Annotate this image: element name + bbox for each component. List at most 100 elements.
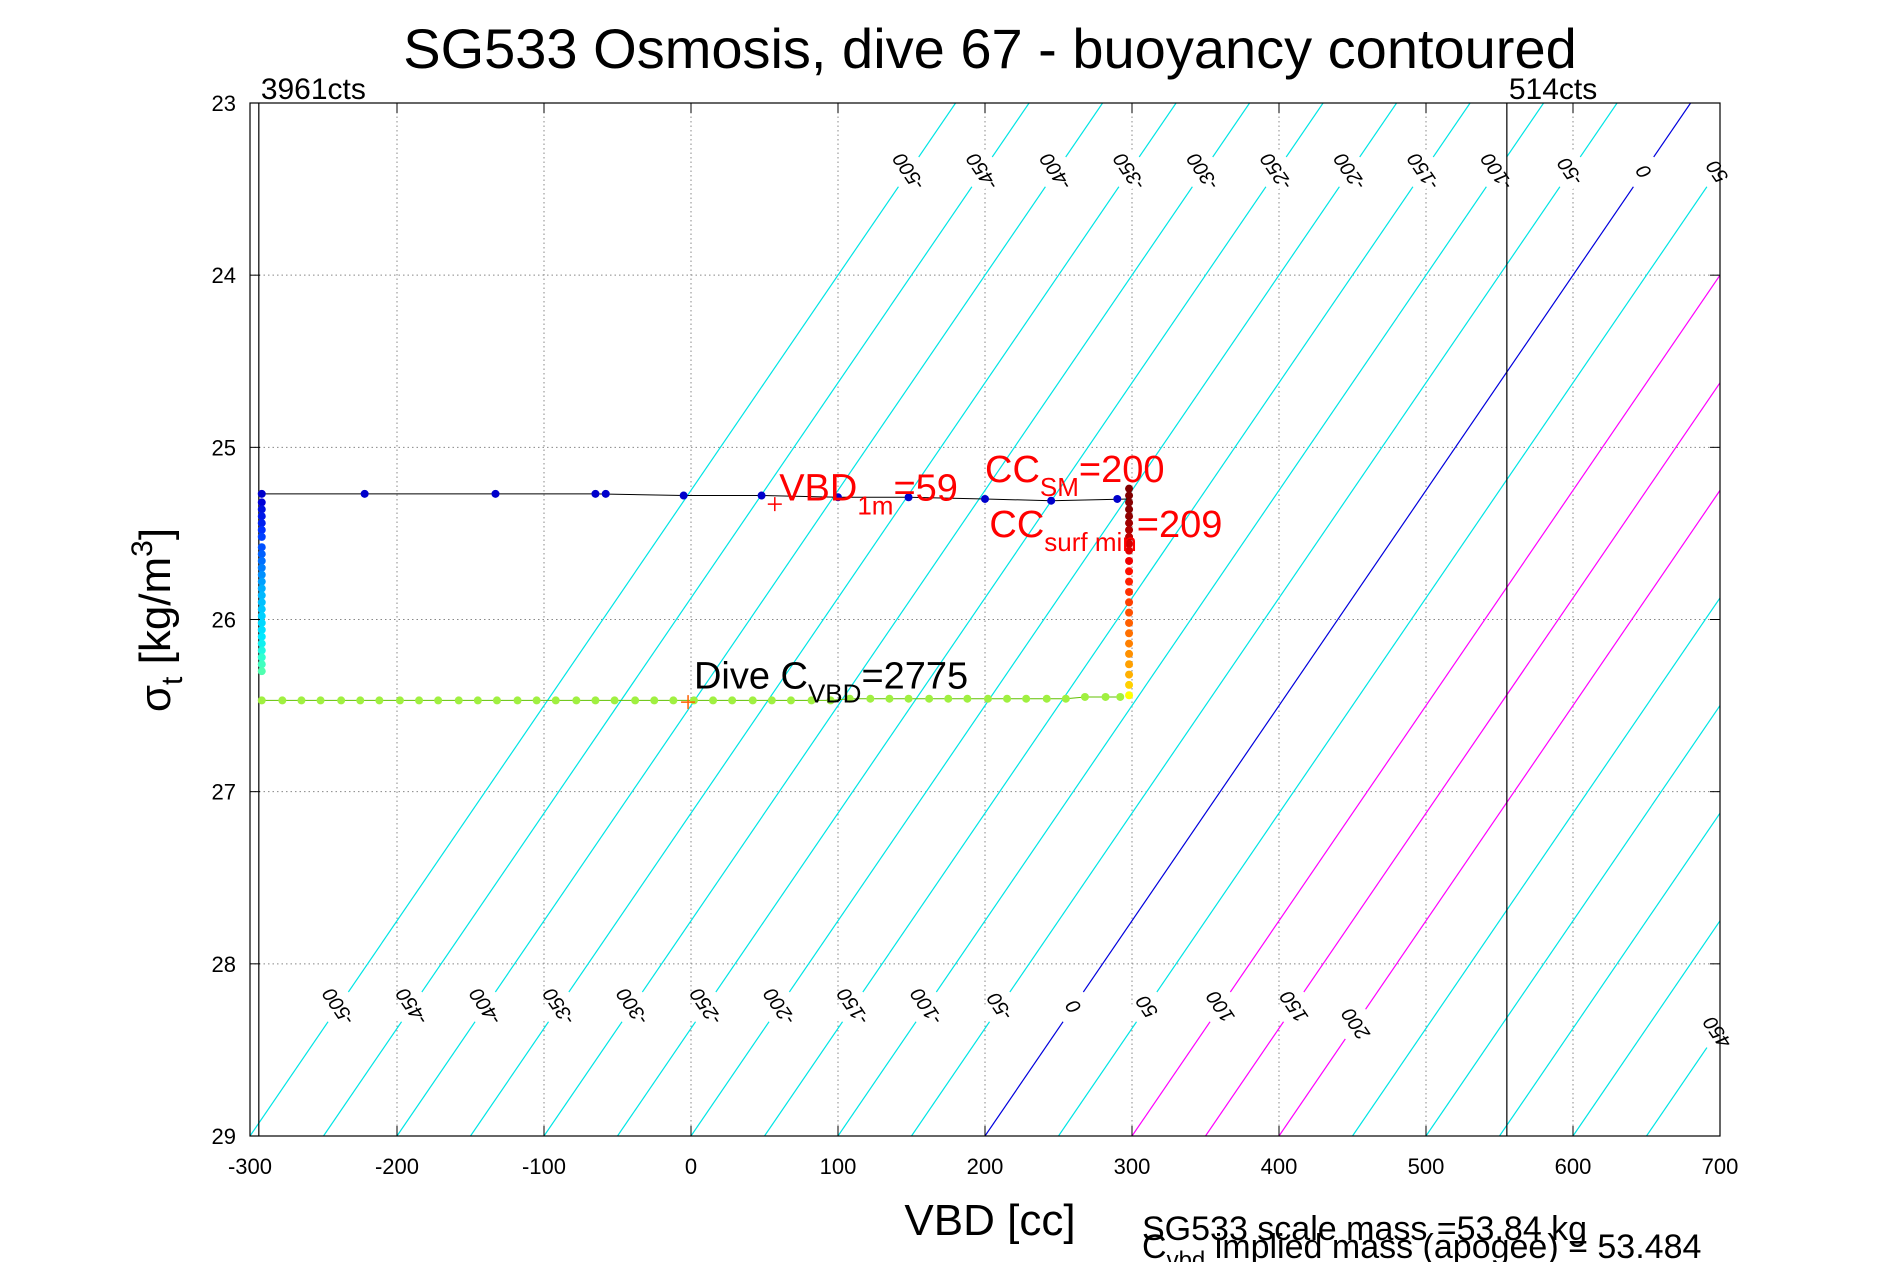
- footer-implied-mass-rest: implied mass (apogee) = 53.484: [1205, 1228, 1701, 1262]
- data-point: [1125, 587, 1134, 596]
- x-tick-label: 200: [967, 1154, 1004, 1179]
- data-point: [415, 696, 424, 705]
- contour-line: [911, 103, 1618, 1136]
- contour-line: [1425, 704, 1720, 1136]
- contour-line: [1572, 919, 1720, 1136]
- data-point: [257, 625, 266, 634]
- annotation-sub: SM: [1040, 472, 1079, 502]
- data-point: [278, 696, 287, 705]
- data-point: [257, 584, 266, 593]
- contour-line: [1499, 812, 1720, 1136]
- data-point: [337, 696, 346, 705]
- x-tick-label: 0: [685, 1154, 697, 1179]
- data-point: [885, 694, 894, 703]
- data-point: [1125, 639, 1134, 648]
- data-point: [257, 498, 266, 507]
- data-point: [904, 493, 913, 502]
- data-point: [532, 696, 541, 705]
- data-point: [1022, 694, 1031, 703]
- x-tick-label: 700: [1702, 1154, 1739, 1179]
- y-tick-label: 28: [212, 952, 236, 977]
- contour-line: [837, 103, 1545, 1136]
- data-point: [826, 696, 835, 705]
- annotation-vbd1m: VBD1m=59: [779, 468, 958, 521]
- data-point: [1125, 519, 1134, 528]
- data-point: [257, 505, 266, 514]
- data-point: [257, 612, 266, 621]
- annotation-main: CC: [989, 504, 1044, 546]
- axis-ticks: -300 -200 -100 0 100 200 300 400 500 600 700 23 24 25…: [212, 91, 1739, 1179]
- data-point: [757, 491, 766, 500]
- contour-label-bottom-bg: [318, 985, 359, 1029]
- contour-label-top-bg: [1549, 150, 1591, 194]
- contour-label-bottom-bg: [391, 985, 432, 1029]
- data-point: [1125, 491, 1134, 500]
- data-point: [257, 532, 266, 541]
- footer-scale-mass: SG533 scale mass =53.84 kg: [1142, 1210, 1587, 1248]
- contour-label-top-bg: [1696, 150, 1738, 194]
- data-point: [1003, 694, 1012, 703]
- data-point: [257, 653, 266, 662]
- annotation-ccsurf: CCsurf min=209: [989, 504, 1222, 557]
- data-point: [257, 618, 266, 627]
- data-point: [610, 696, 619, 705]
- contour-label-bottom-bg: [759, 985, 800, 1029]
- data-point: [1125, 691, 1134, 700]
- contour-line: [543, 103, 1251, 1136]
- annotation-value: =209: [1137, 504, 1223, 546]
- data-point: [1125, 598, 1134, 607]
- contour-label-bottom-bg: [1273, 985, 1314, 1029]
- data-point: [1125, 546, 1134, 555]
- y-axis-label-sup: 3: [126, 540, 159, 557]
- data-point: [1125, 660, 1134, 669]
- data-point: [728, 696, 737, 705]
- footer-implied-mass-sub: vbd: [1167, 1247, 1206, 1262]
- data-point: [1080, 692, 1089, 701]
- data-point: [257, 563, 266, 572]
- data-point: [257, 696, 266, 705]
- y-tick-label: 29: [212, 1124, 236, 1149]
- contour-line: [1278, 489, 1720, 1136]
- data-point: [257, 598, 266, 607]
- data-point: [473, 696, 482, 705]
- data-point: [944, 694, 953, 703]
- y-axis-label-units: [kg/m: [131, 557, 180, 677]
- data-point: [981, 494, 989, 503]
- data-point: [1125, 680, 1134, 689]
- data-point: [1042, 694, 1051, 703]
- x-tick-label: 400: [1261, 1154, 1298, 1179]
- y-tick-label: 26: [212, 608, 236, 633]
- data-point: [767, 696, 776, 705]
- data-point: [709, 696, 718, 705]
- data-point: [257, 646, 266, 655]
- x-tick-label: 100: [820, 1154, 857, 1179]
- y-tick-label: 27: [212, 780, 236, 805]
- data-point: [834, 493, 842, 502]
- annotation-value: =59: [893, 468, 957, 510]
- data-point: [513, 696, 522, 705]
- data-point: [904, 694, 913, 703]
- contour-label-top-bg: [888, 150, 929, 194]
- data-point: [631, 696, 640, 705]
- data-point: [492, 696, 501, 705]
- annotation-main: VBD: [779, 468, 857, 510]
- data-point: [1125, 649, 1134, 658]
- plus-marker: [681, 695, 696, 710]
- data-point: [679, 491, 688, 500]
- data-point: [375, 696, 384, 705]
- data-point: [360, 489, 369, 498]
- y-tick-label: 25: [212, 435, 236, 460]
- annotation-value: =2775: [861, 655, 968, 697]
- data-point: [1125, 525, 1134, 534]
- footer-implied-mass: Cvbd implied mass (apogee) = 53.484: [1142, 1228, 1701, 1262]
- footer-implied-mass-main: C: [1142, 1228, 1167, 1262]
- contour-label-bottom-bg: [1335, 1002, 1376, 1046]
- data-point: [297, 696, 306, 705]
- data-point: [257, 660, 266, 669]
- annotation-ccsm: CCSM=200: [985, 449, 1164, 502]
- dive-data-points: [257, 484, 1134, 710]
- vbd-limit-label: 514cts: [1509, 73, 1597, 106]
